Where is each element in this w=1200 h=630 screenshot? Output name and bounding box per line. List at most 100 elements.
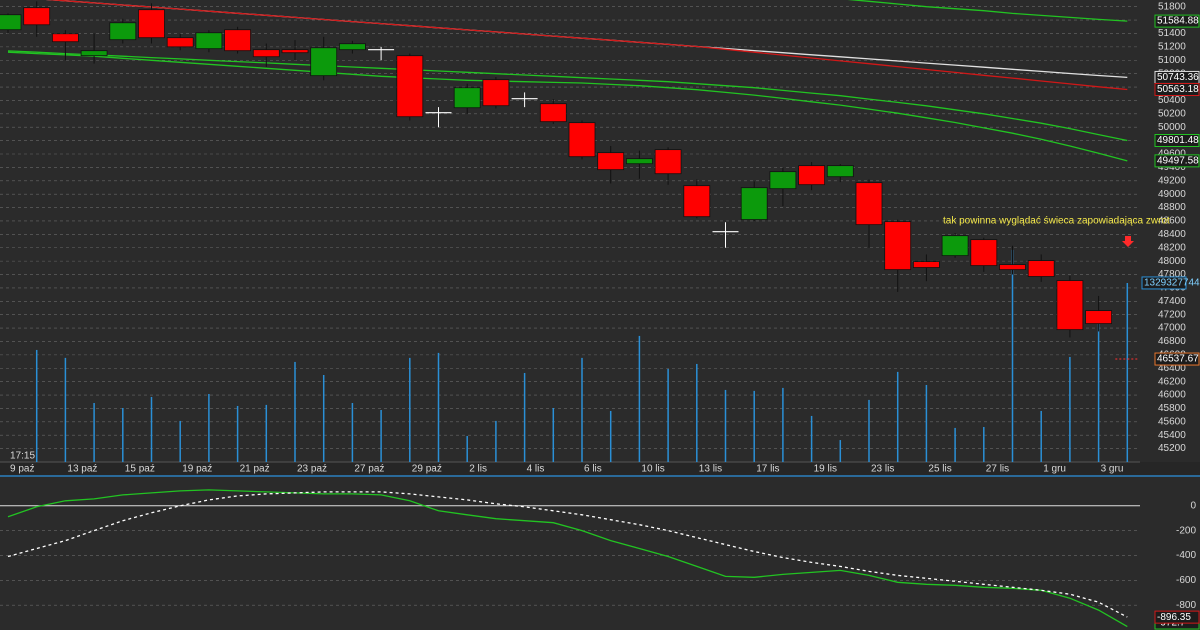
y-tick-label: 45800: [1158, 403, 1186, 414]
candle-body: [138, 9, 165, 39]
x-tick-label: 29 paź: [412, 464, 442, 475]
x-tick-label: 2 lis: [469, 464, 487, 475]
y-tick-label: 51800: [1158, 1, 1186, 12]
y-tick-label: 50000: [1158, 122, 1186, 133]
value-label: 49497.58: [1154, 154, 1200, 168]
candle-body: [826, 165, 854, 178]
value-label: 50563.18: [1154, 83, 1200, 97]
y-tick-label: 48800: [1158, 202, 1186, 213]
candle-body: [224, 29, 252, 52]
y-tick-label: 49600: [1158, 149, 1186, 160]
candle-body: [683, 185, 711, 218]
oscillator-panel: [0, 489, 1140, 628]
y-tick-label: 48200: [1158, 242, 1186, 253]
y-tick-label: 47400: [1158, 296, 1186, 307]
y-tick-label: 46800: [1158, 336, 1186, 347]
x-tick-label: 25 lis: [928, 464, 951, 475]
y-tick-label: 45600: [1158, 416, 1186, 427]
value-label: -896.35: [1154, 610, 1200, 624]
value-label-box: [1154, 14, 1200, 28]
value-label-box: [1154, 352, 1200, 366]
y-tick-label: 47800: [1158, 269, 1186, 280]
value-label-text: 49801.48: [1157, 135, 1199, 146]
x-tick-label: 1 gru: [1043, 464, 1066, 475]
y-tick-label: 0: [1190, 500, 1196, 511]
oscillator-line: [7, 489, 1128, 628]
y-tick-label: 46400: [1158, 363, 1186, 374]
price-panel: [0, 0, 1140, 462]
y-tick-label: 47200: [1158, 309, 1186, 320]
candle-body: [769, 171, 797, 190]
y-tick-label: 51000: [1158, 55, 1186, 66]
annotation: tak powinna wyglądać świeca zapowiadając…: [943, 216, 1170, 227]
candle-body: [281, 49, 309, 54]
candle-body: [798, 165, 825, 186]
x-tick-label: 21 paź: [240, 464, 270, 475]
arrow: [1122, 236, 1134, 247]
moving-average: [7, 51, 1128, 162]
value-label-box: [1154, 134, 1200, 148]
value-label-text: 50563.18: [1157, 84, 1199, 95]
time-label: 17:15: [10, 451, 35, 462]
candle-body: [568, 122, 596, 158]
x-tick-label: 15 paź: [125, 464, 155, 475]
axes: 4520045400456004580046000462004640046600…: [10, 1, 1200, 630]
value-label-box: [1141, 276, 1187, 290]
y-tick-label: -600: [1176, 575, 1196, 586]
y-tick-label: 46200: [1158, 376, 1186, 387]
value-label: 1329327744: [1141, 276, 1200, 290]
y-tick-label: 48400: [1158, 229, 1186, 240]
candle-body: [999, 264, 1026, 271]
y-tick-label: 47000: [1158, 323, 1186, 334]
x-tick-label: 27 lis: [986, 464, 1009, 475]
date-strip: [0, 462, 1200, 475]
x-tick-label: 10 lis: [641, 464, 664, 475]
x-tick-label: 27 paź: [354, 464, 384, 475]
candle-body: [941, 235, 969, 257]
candle-body: [23, 7, 51, 26]
y-tick-label: 48600: [1158, 216, 1186, 227]
candle-body: [970, 239, 998, 267]
value-label-text: -896.35: [1157, 612, 1191, 623]
candle-body: [0, 14, 22, 31]
value-label-text: 46537.67: [1157, 354, 1199, 365]
value-label: 50743.36: [1154, 70, 1200, 84]
candle-body: [884, 221, 912, 271]
y-tick-label: 49400: [1158, 162, 1186, 173]
candle-body: [396, 55, 424, 118]
candle-body: [195, 32, 223, 50]
candle-body: [1085, 310, 1112, 325]
y-tick-label: 50200: [1158, 108, 1186, 119]
value-label-text: 49497.58: [1157, 155, 1199, 166]
y-tick-label: 49000: [1158, 189, 1186, 200]
y-tick-label: 50400: [1158, 95, 1186, 106]
candle-body: [913, 261, 940, 268]
x-tick-label: 23 lis: [871, 464, 894, 475]
candle-body: [166, 37, 194, 48]
candle-body: [654, 149, 682, 175]
value-label: 51584.88: [1154, 14, 1200, 28]
x-tick-label: 19 lis: [814, 464, 837, 475]
x-tick-label: 3 gru: [1101, 464, 1124, 475]
y-tick-label: 51400: [1158, 28, 1186, 39]
y-tick-label: 51200: [1158, 42, 1186, 53]
candle-body: [453, 87, 481, 109]
y-tick-label: 45200: [1158, 443, 1186, 454]
moving-average: [7, 50, 1128, 142]
value-label-box: [1154, 154, 1200, 168]
x-tick-label: 13 paź: [67, 464, 97, 475]
y-tick-label: -800: [1176, 600, 1196, 611]
oscillator-line: [7, 491, 1128, 618]
x-tick-label: 17 lis: [756, 464, 779, 475]
value-label-box: [1154, 83, 1200, 97]
y-tick-label: 45400: [1158, 430, 1186, 441]
y-tick-label: 48000: [1158, 256, 1186, 267]
y-tick-label: 46000: [1158, 390, 1186, 401]
value-label-text: 1329327744: [1144, 278, 1200, 289]
candle-body: [855, 182, 883, 226]
x-tick-label: 9 paź: [10, 464, 34, 475]
candle-body: [109, 22, 137, 41]
x-tick-label: 19 paź: [182, 464, 212, 475]
y-tick-label: 49200: [1158, 175, 1186, 186]
